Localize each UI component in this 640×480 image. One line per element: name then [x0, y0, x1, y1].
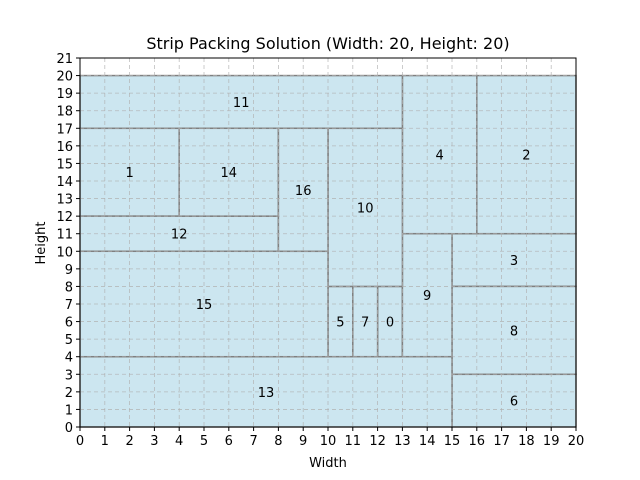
x-tick-label: 19: [543, 434, 560, 449]
rect-label-8: 8: [510, 324, 518, 339]
x-tick-label: 7: [249, 434, 257, 449]
y-tick-label: 6: [65, 316, 73, 331]
x-tick-label: 15: [444, 434, 461, 449]
rect-label-1: 1: [125, 166, 133, 181]
x-tick-label: 8: [274, 434, 282, 449]
rect-label-11: 11: [233, 96, 250, 111]
x-tick-label: 2: [125, 434, 133, 449]
x-tick-label: 5: [200, 434, 208, 449]
y-tick-label: 5: [65, 333, 73, 348]
rect-label-6: 6: [510, 395, 518, 410]
x-ticks: 0 1 2 3 4 5 6 7 8 9 10 11 12 13 14 15 16 17 18 19 20: [76, 427, 584, 449]
rect-label-15: 15: [196, 298, 213, 313]
packed-rect-11: [79, 74, 404, 130]
y-tick-label: 13: [56, 193, 73, 208]
rect-label-5: 5: [336, 316, 344, 331]
y-tick-label: 14: [56, 175, 73, 190]
rect-label-9: 9: [423, 289, 431, 304]
y-tick-label: 3: [65, 368, 73, 383]
x-tick-label: 0: [76, 434, 84, 449]
y-tick-label: 17: [56, 122, 73, 137]
y-axis-label: Height: [34, 222, 49, 265]
y-tick-label: 16: [56, 140, 73, 155]
y-tick-label: 4: [65, 351, 73, 366]
x-tick-label: 3: [150, 434, 158, 449]
rect-label-0: 0: [386, 316, 394, 331]
rect-label-16: 16: [295, 184, 312, 199]
rect-label-10: 10: [357, 201, 374, 216]
y-tick-label: 20: [56, 70, 73, 85]
y-tick-label: 21: [56, 52, 73, 67]
x-tick-label: 6: [225, 434, 233, 449]
packed-rect-16: [277, 127, 329, 253]
y-tick-label: 12: [56, 210, 73, 225]
rect-label-14: 14: [221, 166, 238, 181]
rect-label-13: 13: [258, 386, 275, 401]
x-tick-label: 10: [320, 434, 337, 449]
y-tick-label: 19: [56, 87, 73, 102]
rect-label-4: 4: [435, 149, 443, 164]
y-tick-label: 18: [56, 105, 73, 120]
y-tick-label: 10: [56, 245, 73, 260]
x-tick-label: 4: [175, 434, 183, 449]
y-tick-label: 11: [56, 228, 73, 243]
y-tick-label: 0: [65, 421, 73, 436]
x-tick-label: 16: [469, 434, 486, 449]
y-tick-label: 9: [65, 263, 73, 278]
y-tick-label: 1: [65, 403, 73, 418]
x-axis-label: Width: [309, 456, 347, 471]
x-tick-label: 11: [345, 434, 362, 449]
x-tick-label: 14: [419, 434, 436, 449]
y-tick-label: 15: [56, 157, 73, 172]
rect-label-7: 7: [361, 316, 369, 331]
rect-label-2: 2: [522, 149, 530, 164]
y-tick-label: 7: [65, 298, 73, 313]
x-tick-label: 17: [493, 434, 510, 449]
rect-label-12: 12: [171, 228, 188, 243]
x-tick-label: 12: [369, 434, 386, 449]
y-tick-label: 8: [65, 280, 73, 295]
y-tick-label: 2: [65, 386, 73, 401]
x-tick-label: 18: [518, 434, 535, 449]
x-tick-label: 1: [101, 434, 109, 449]
rect-label-3: 3: [510, 254, 518, 269]
chart-title: Strip Packing Solution (Width: 20, Heigh…: [146, 34, 509, 53]
x-tick-label: 20: [568, 434, 585, 449]
x-tick-label: 13: [394, 434, 411, 449]
x-tick-label: 9: [299, 434, 307, 449]
